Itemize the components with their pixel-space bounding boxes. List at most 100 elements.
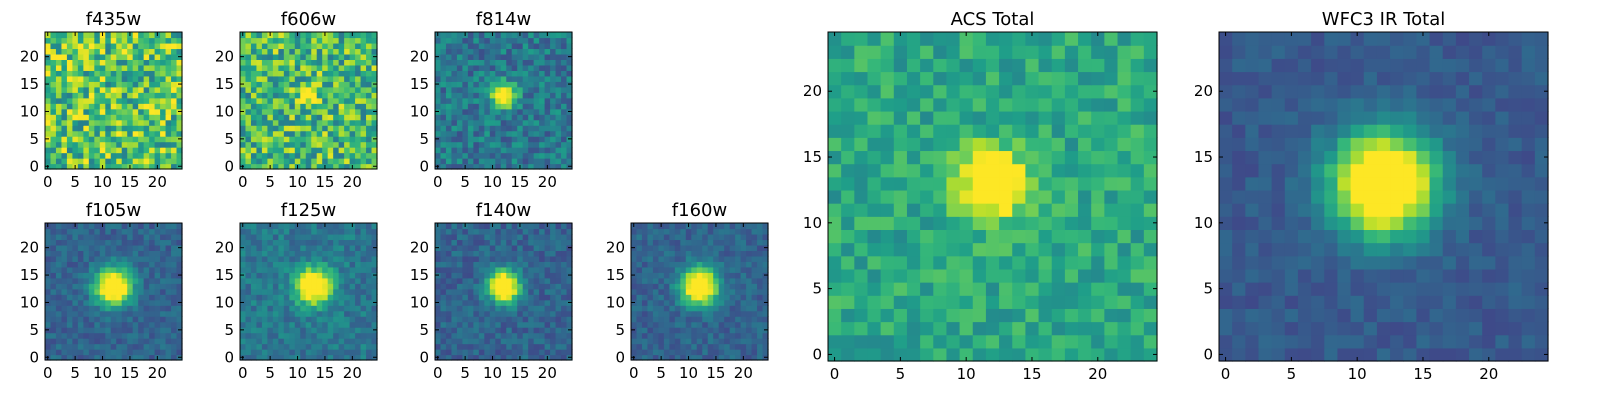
heatmap-cell	[893, 163, 908, 178]
heatmap-cell	[999, 176, 1013, 191]
heatmap-cell	[240, 97, 247, 104]
heatmap-cell	[55, 332, 63, 339]
heatmap-cell	[371, 64, 378, 71]
heatmap-cell	[160, 64, 167, 71]
heatmap-cell	[83, 141, 90, 148]
heatmap-cell	[245, 272, 252, 279]
heatmap-cell	[555, 81, 562, 88]
heatmap-cell	[828, 229, 842, 244]
heatmap-cell	[311, 305, 318, 312]
heatmap-cell	[511, 81, 518, 88]
heatmap-cell	[757, 299, 764, 306]
heatmap-cell	[566, 64, 573, 71]
heatmap-cell	[451, 32, 458, 39]
heatmap-cell	[322, 108, 329, 115]
heatmap-cell	[828, 203, 842, 217]
heatmap-cell	[740, 288, 747, 295]
heatmap-cell	[300, 299, 307, 306]
heatmap-cell	[462, 288, 469, 295]
heatmap-cell	[256, 158, 263, 165]
heatmap-cell	[105, 305, 112, 312]
heatmap-cell	[451, 81, 458, 88]
heatmap-cell	[121, 288, 128, 295]
plot-frame	[434, 31, 573, 170]
heatmap-cell	[316, 349, 323, 356]
heatmap-cell	[762, 255, 769, 262]
heatmap-cell	[261, 310, 268, 317]
heatmap-cell	[456, 250, 463, 257]
heatmap-cell	[338, 316, 345, 323]
heatmap-cell	[539, 349, 546, 356]
heatmap-cell	[517, 48, 524, 55]
heatmap-cell	[724, 239, 731, 246]
heatmap-cell	[45, 277, 52, 284]
heatmap-cell	[311, 81, 318, 88]
heatmap-cell	[854, 334, 869, 349]
heatmap-cell	[729, 338, 736, 345]
heatmap-cell	[495, 141, 502, 148]
heatmap-cell	[338, 228, 345, 235]
heatmap-cell	[544, 64, 551, 71]
heatmap-cell	[511, 163, 518, 170]
heatmap-cell	[528, 223, 535, 230]
heatmap-cell	[289, 81, 296, 88]
heatmap-cell	[539, 327, 546, 334]
heatmap-cell	[893, 334, 908, 349]
heatmap-cell	[338, 48, 345, 55]
heatmap-cell	[99, 81, 106, 88]
heatmap-cell	[171, 163, 178, 170]
heatmap-cell	[555, 37, 562, 44]
heatmap-cell	[478, 163, 485, 170]
heatmap-cell	[920, 347, 934, 362]
heatmap-cell	[360, 163, 367, 170]
heatmap-cell	[300, 125, 307, 132]
heatmap-cell	[1117, 268, 1132, 283]
heatmap-cell	[959, 295, 974, 309]
heatmap-cell	[149, 299, 156, 306]
heatmap-cell	[171, 42, 178, 50]
heatmap-cell	[1078, 334, 1092, 349]
heatmap-cell	[55, 119, 63, 126]
heatmap-cell	[451, 163, 458, 170]
heatmap-cell	[702, 228, 709, 235]
y-tick-label: 15	[410, 266, 429, 284]
heatmap-cell	[333, 277, 340, 284]
heatmap-cell	[344, 261, 351, 268]
heatmap-cell	[45, 119, 52, 126]
heatmap-cell	[555, 86, 562, 93]
heatmap-cell	[171, 310, 178, 317]
heatmap-cell	[66, 250, 73, 257]
heatmap-cell	[522, 81, 529, 88]
heatmap-cell	[143, 103, 150, 110]
heatmap-cell	[473, 321, 480, 328]
heatmap-cell	[121, 42, 128, 50]
heatmap-cell	[854, 229, 869, 244]
heatmap-cell	[256, 125, 263, 132]
heatmap-cell	[349, 158, 356, 165]
heatmap-cell	[506, 163, 513, 170]
heatmap-cell	[245, 103, 252, 110]
heatmap-cell	[1117, 203, 1132, 217]
heatmap-cell	[283, 332, 290, 339]
heatmap-cell	[707, 228, 714, 235]
heatmap-cell	[669, 239, 676, 246]
heatmap-cell	[66, 239, 73, 246]
heatmap-cell	[371, 42, 378, 50]
heatmap-cell	[300, 75, 307, 82]
heatmap-cell	[77, 108, 84, 115]
heatmap-cell	[1091, 295, 1105, 309]
heatmap-cell	[294, 147, 301, 154]
heatmap-cell	[338, 86, 345, 93]
heatmap-cell	[440, 136, 447, 143]
heatmap-cell	[724, 233, 731, 241]
heatmap-cell	[713, 343, 720, 350]
heatmap-cell	[751, 321, 758, 328]
heatmap-cell	[484, 141, 491, 148]
heatmap-cell	[522, 305, 529, 312]
heatmap-cell	[77, 130, 84, 137]
heatmap-cell	[522, 338, 529, 345]
heatmap-cell	[355, 272, 362, 279]
heatmap-cell	[445, 108, 453, 115]
heatmap-cell	[933, 295, 948, 309]
heatmap-cell	[735, 228, 742, 235]
